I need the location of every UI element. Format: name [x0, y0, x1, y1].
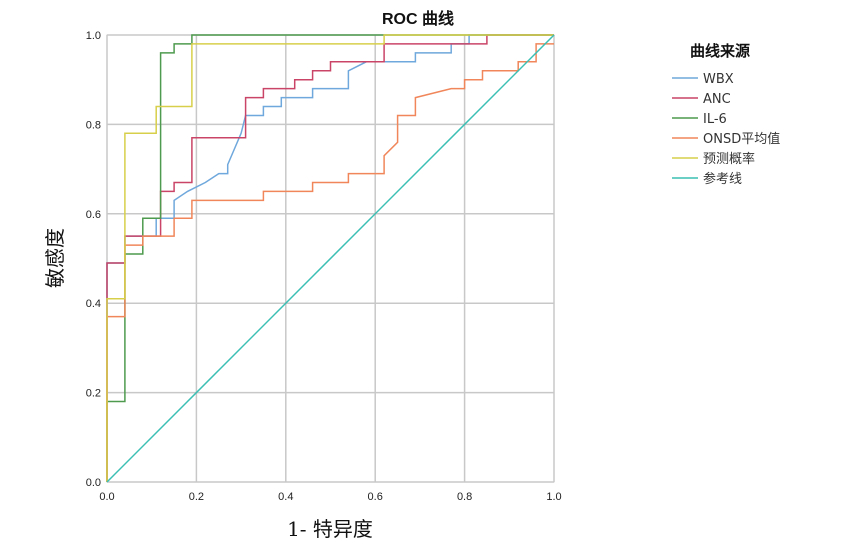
y-tick-label: 0.4: [86, 298, 101, 310]
x-tick-label: 0.0: [99, 491, 114, 503]
x-tick-label: 1.0: [546, 491, 561, 503]
x-tick-label: 0.2: [189, 491, 204, 503]
y-tick-label: 0.8: [86, 119, 101, 131]
x-tick-label: 0.4: [278, 491, 293, 503]
y-tick-label: 0.2: [86, 388, 101, 400]
series-line-4: [106, 34, 554, 482]
series-line-3: [106, 43, 554, 482]
legend-label: ONSD平均值: [703, 131, 780, 147]
y-axis-ticks: 0.0 0.2 0.4 0.6 0.8 1.0: [86, 30, 101, 489]
y-tick-label: 0.0: [86, 477, 101, 489]
chart-title: ROC 曲线: [382, 9, 454, 28]
series-line-1: [106, 34, 554, 482]
y-tick-label: 1.0: [86, 30, 101, 42]
legend-title: 曲线来源: [690, 42, 750, 60]
legend-label: 参考线: [703, 171, 742, 187]
x-axis-label: 1- 特异度: [287, 517, 373, 541]
legend-label: WBX: [703, 72, 734, 87]
series-group: [106, 34, 555, 483]
legend-label: ANC: [703, 92, 731, 107]
y-tick-label: 0.6: [86, 209, 101, 221]
x-axis-ticks: 0.0 0.2 0.4 0.6 0.8 1.0: [99, 491, 561, 503]
legend-label: IL-6: [703, 112, 727, 127]
y-axis-label: 敏感度: [43, 228, 67, 288]
legend-label: 预测概率: [703, 151, 755, 167]
x-tick-label: 0.6: [368, 491, 383, 503]
x-tick-label: 0.8: [457, 491, 472, 503]
series-line-5: [106, 34, 555, 483]
